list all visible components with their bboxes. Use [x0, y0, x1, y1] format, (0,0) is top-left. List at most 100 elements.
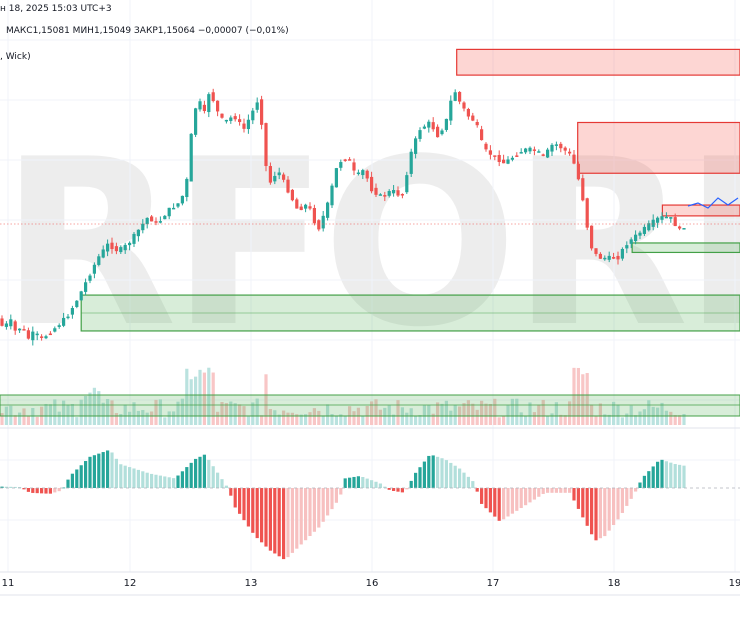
- oscillator-bar-pos: [414, 472, 418, 488]
- candle-bull: [18, 328, 22, 331]
- volume-bar-down: [264, 374, 268, 425]
- candle-bear: [220, 113, 224, 118]
- oscillator-bar-pos: [202, 454, 206, 488]
- volume-bar-up: [304, 414, 308, 425]
- candle-bull: [251, 110, 255, 121]
- candle-bull: [427, 121, 431, 128]
- oscillator-bar-pos: [409, 480, 413, 488]
- oscillator-bar-pos: [343, 478, 347, 488]
- candle-bull: [194, 108, 198, 135]
- candle-bull: [132, 233, 136, 244]
- candle-bull: [326, 202, 330, 218]
- oscillator-bar-pos: [141, 471, 145, 488]
- volume-bar-down: [572, 367, 576, 425]
- oscillator-bar-neg: [616, 488, 620, 520]
- oscillator-bar-pos: [436, 456, 440, 488]
- volume-bar-down: [576, 367, 580, 425]
- candle-bear: [0, 318, 4, 326]
- volume-bar-down: [114, 413, 118, 425]
- candle-bull: [44, 336, 48, 339]
- candle-bear: [238, 119, 242, 123]
- oscillator-bar-neg: [519, 488, 523, 509]
- candle-bull: [651, 219, 655, 227]
- candle-bull: [682, 228, 686, 230]
- candle-bull: [128, 242, 132, 246]
- candle-bear: [268, 166, 272, 183]
- volume-bar-up: [418, 415, 422, 425]
- oscillator-bar-neg: [475, 488, 479, 492]
- volume-bar-down: [559, 414, 563, 425]
- volume-bar-down: [286, 412, 290, 425]
- volume-bar-down: [488, 403, 492, 425]
- oscillator-bar-neg: [629, 488, 633, 499]
- volume-bar-up: [229, 401, 233, 425]
- volume-bar-down: [475, 409, 479, 425]
- volume-bar-up: [682, 413, 686, 425]
- volume-bar-up: [57, 411, 61, 425]
- candle-bear: [202, 104, 206, 112]
- candle-bull: [422, 126, 426, 129]
- oscillator-bar-neg: [625, 488, 629, 506]
- candle-bear: [678, 226, 682, 229]
- volume-bar-up: [44, 403, 48, 425]
- oscillator-bar-pos: [378, 483, 382, 488]
- oscillator-bar-pos: [444, 460, 448, 488]
- volume-bar-up: [634, 415, 638, 425]
- volume-bar-up: [18, 412, 22, 425]
- candle-bull: [550, 144, 554, 152]
- oscillator-bar-neg: [387, 488, 391, 490]
- candle-bull: [4, 323, 8, 327]
- oscillator-bar-pos: [365, 478, 369, 488]
- candle-bull: [57, 325, 61, 327]
- volume-bar-up: [246, 416, 250, 425]
- volume-bar-up: [326, 404, 330, 425]
- candle-bear: [150, 216, 154, 222]
- volume-bar-up: [607, 414, 611, 425]
- oscillator-bar-pos: [84, 461, 88, 488]
- volume-bar-up: [53, 399, 57, 425]
- candle-bear: [502, 159, 506, 164]
- volume-bar-down: [466, 400, 470, 425]
- oscillator-bar-neg: [528, 488, 532, 503]
- volume-bar-up: [255, 398, 259, 425]
- candle-bull: [255, 102, 259, 110]
- candle-bull: [185, 178, 189, 198]
- volume-bar-down: [568, 401, 572, 425]
- volume-bar-up: [343, 415, 347, 425]
- volume-bar-up: [180, 398, 184, 425]
- volume-bar-up: [387, 405, 391, 425]
- resistance-zone: [661, 204, 740, 217]
- candle-bull: [418, 130, 422, 139]
- candle-bear: [154, 221, 158, 223]
- volume-bar-up: [625, 413, 629, 425]
- oscillator-bar-neg: [546, 488, 550, 493]
- volume-bar-up: [119, 414, 123, 425]
- candle-bear: [497, 154, 501, 162]
- oscillator-bar-pos: [176, 475, 180, 488]
- x-tick-label: 13: [244, 578, 258, 589]
- candle-bull: [528, 147, 532, 152]
- volume-bar-up: [136, 410, 140, 425]
- volume-bar-down: [22, 408, 26, 425]
- volume-bar-down: [317, 410, 321, 425]
- oscillator-bar-neg: [620, 488, 624, 513]
- candle-bull: [625, 245, 629, 249]
- candle-bull: [634, 234, 638, 242]
- candle-bull: [620, 248, 624, 259]
- volume-bar-up: [207, 367, 211, 425]
- volume-bar-up: [629, 405, 633, 425]
- candle-bull: [510, 157, 514, 160]
- oscillator-bar-pos: [75, 469, 79, 488]
- header-ohlc: МАКС1,15081 МИН1,15049 ЗАКР1,15064 −0,00…: [6, 26, 289, 36]
- oscillator-bar-neg: [251, 488, 255, 533]
- volume-bar-up: [251, 402, 255, 425]
- candle-bear: [568, 151, 572, 154]
- volume-bar-down: [224, 403, 228, 425]
- candle-bull: [660, 216, 664, 220]
- volume-bar-down: [13, 415, 17, 425]
- oscillator-bar-neg: [405, 488, 409, 490]
- oscillator-bar-neg: [572, 488, 576, 501]
- candle-bear: [590, 225, 594, 249]
